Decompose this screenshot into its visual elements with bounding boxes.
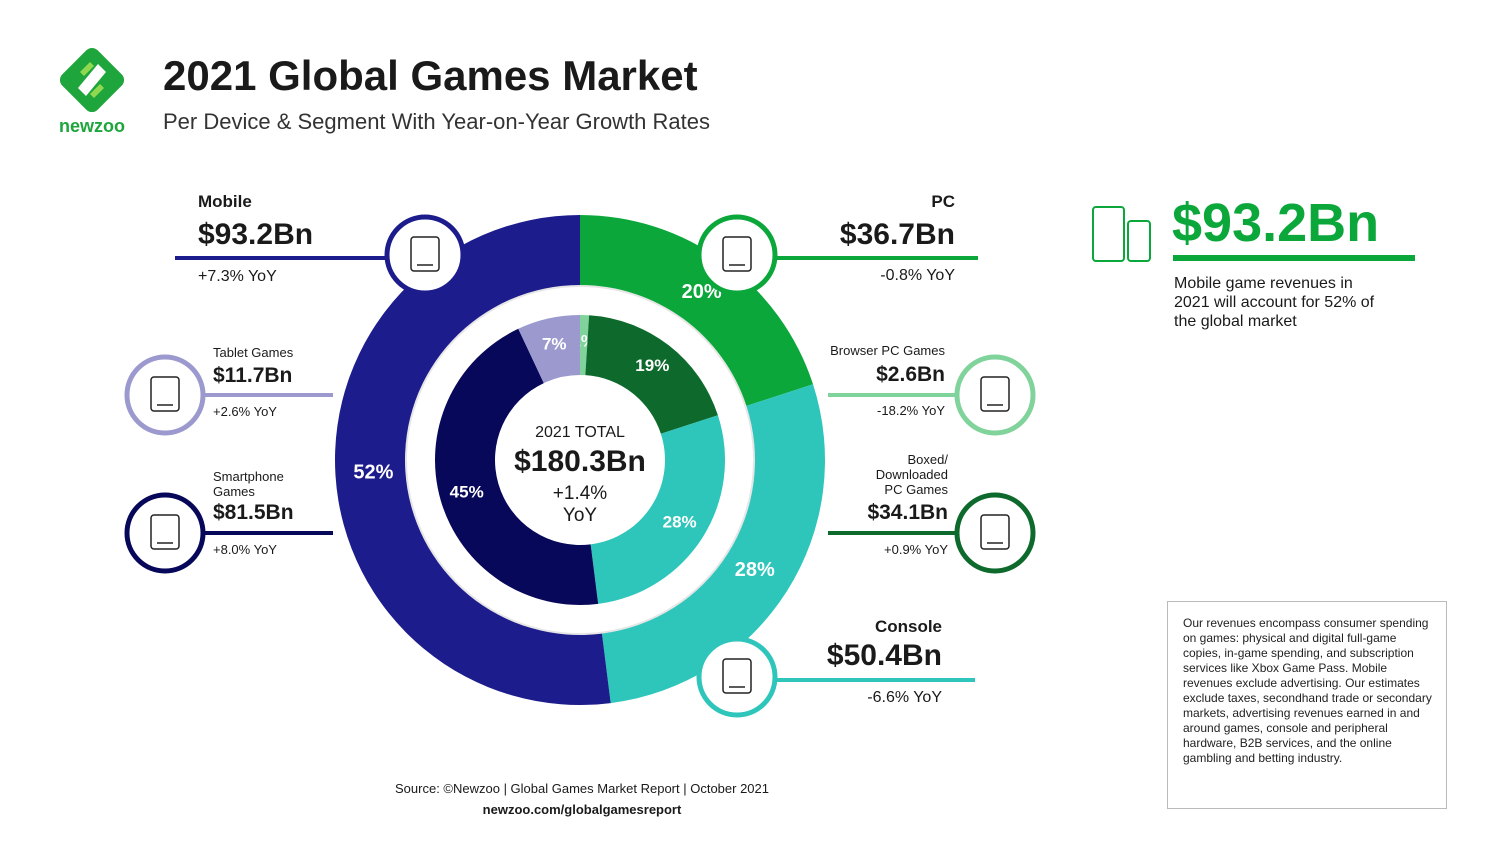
callout-revenue: $81.5Bn [213,501,294,524]
donut-segment [580,315,590,376]
callout-revenue: $11.7Bn [213,364,293,387]
callout-icon [150,514,180,550]
highlight-underline [1173,255,1415,261]
callout-growth: +2.6% YoY [213,404,277,419]
callout-name: Console [874,617,942,636]
highlight-value: $93.2Bn [1172,193,1380,253]
callout-icon [980,376,1010,412]
subtitle: Per Device & Segment With Year-on-Year G… [163,109,711,134]
segment-label: 28% [735,559,775,581]
note-box [1167,601,1447,809]
segment-label: 19% [635,356,669,375]
callout-name: Boxed/ Downloaded PC Games [875,452,948,497]
callout-growth: +8.0% YoY [213,542,277,557]
callout-icon-ring [124,354,206,436]
donut-segment [590,415,725,604]
callout-icon [150,376,180,412]
callout-icon-ring [384,214,466,296]
logo-text: newzoo [59,116,125,136]
callout-icon [410,236,440,272]
donut-segment [601,384,825,704]
segment-label: 7% [542,334,567,353]
logo-mark [59,47,125,113]
callout-name: Smartphone Games [213,469,284,499]
center-growth: +1.4% YoY [552,483,608,526]
center-value: $180.3Bn [514,445,646,478]
title: 2021 Global Games Market [163,52,698,99]
url: newzoo.com/globalgamesreport [482,802,682,817]
segment-label: 45% [450,482,484,501]
callout-icon-ring [696,636,778,718]
donut-segment [435,328,599,605]
callout-growth: -6.6% YoY [867,689,942,706]
callout-icon [722,658,752,694]
callout-icon-ring [124,492,206,574]
callout-revenue: $34.1Bn [867,501,948,524]
callout-icon-ring [954,492,1036,574]
callout-icon [722,236,752,272]
donut-segment [585,315,718,434]
callout-name: Tablet Games [213,345,294,360]
callout-revenue: $50.4Bn [826,639,942,672]
callout-icon [980,514,1010,550]
callout-name: Browser PC Games [830,343,945,358]
callout-revenue: $93.2Bn [198,218,314,251]
donut-segment [335,215,611,705]
callout-growth: +7.3% YoY [198,268,277,285]
source: Source: ©Newzoo | Global Games Market Re… [395,781,769,796]
callout-icon-ring [696,214,778,296]
note: Our revenues encompass consumer spending… [1183,616,1432,765]
highlight-icon [1092,206,1151,262]
callout-growth: -0.8% YoY [880,267,955,284]
donut-segment [580,215,814,406]
callout-revenue: $2.6Bn [876,363,945,386]
callout-revenue: $36.7Bn [839,218,955,251]
callout-icon-ring [954,354,1036,436]
center-label: 2021 TOTAL [535,424,625,441]
callout-name: Mobile [198,192,252,211]
callout-growth: -18.2% YoY [877,403,945,418]
callout-growth: +0.9% YoY [884,542,948,557]
segment-label: 52% [353,461,393,483]
donut-segment [518,315,580,384]
segment-label: 28% [663,513,697,532]
highlight-text: Mobile game revenues in 2021 will accoun… [1174,275,1375,330]
callout-name: PC [931,192,955,211]
